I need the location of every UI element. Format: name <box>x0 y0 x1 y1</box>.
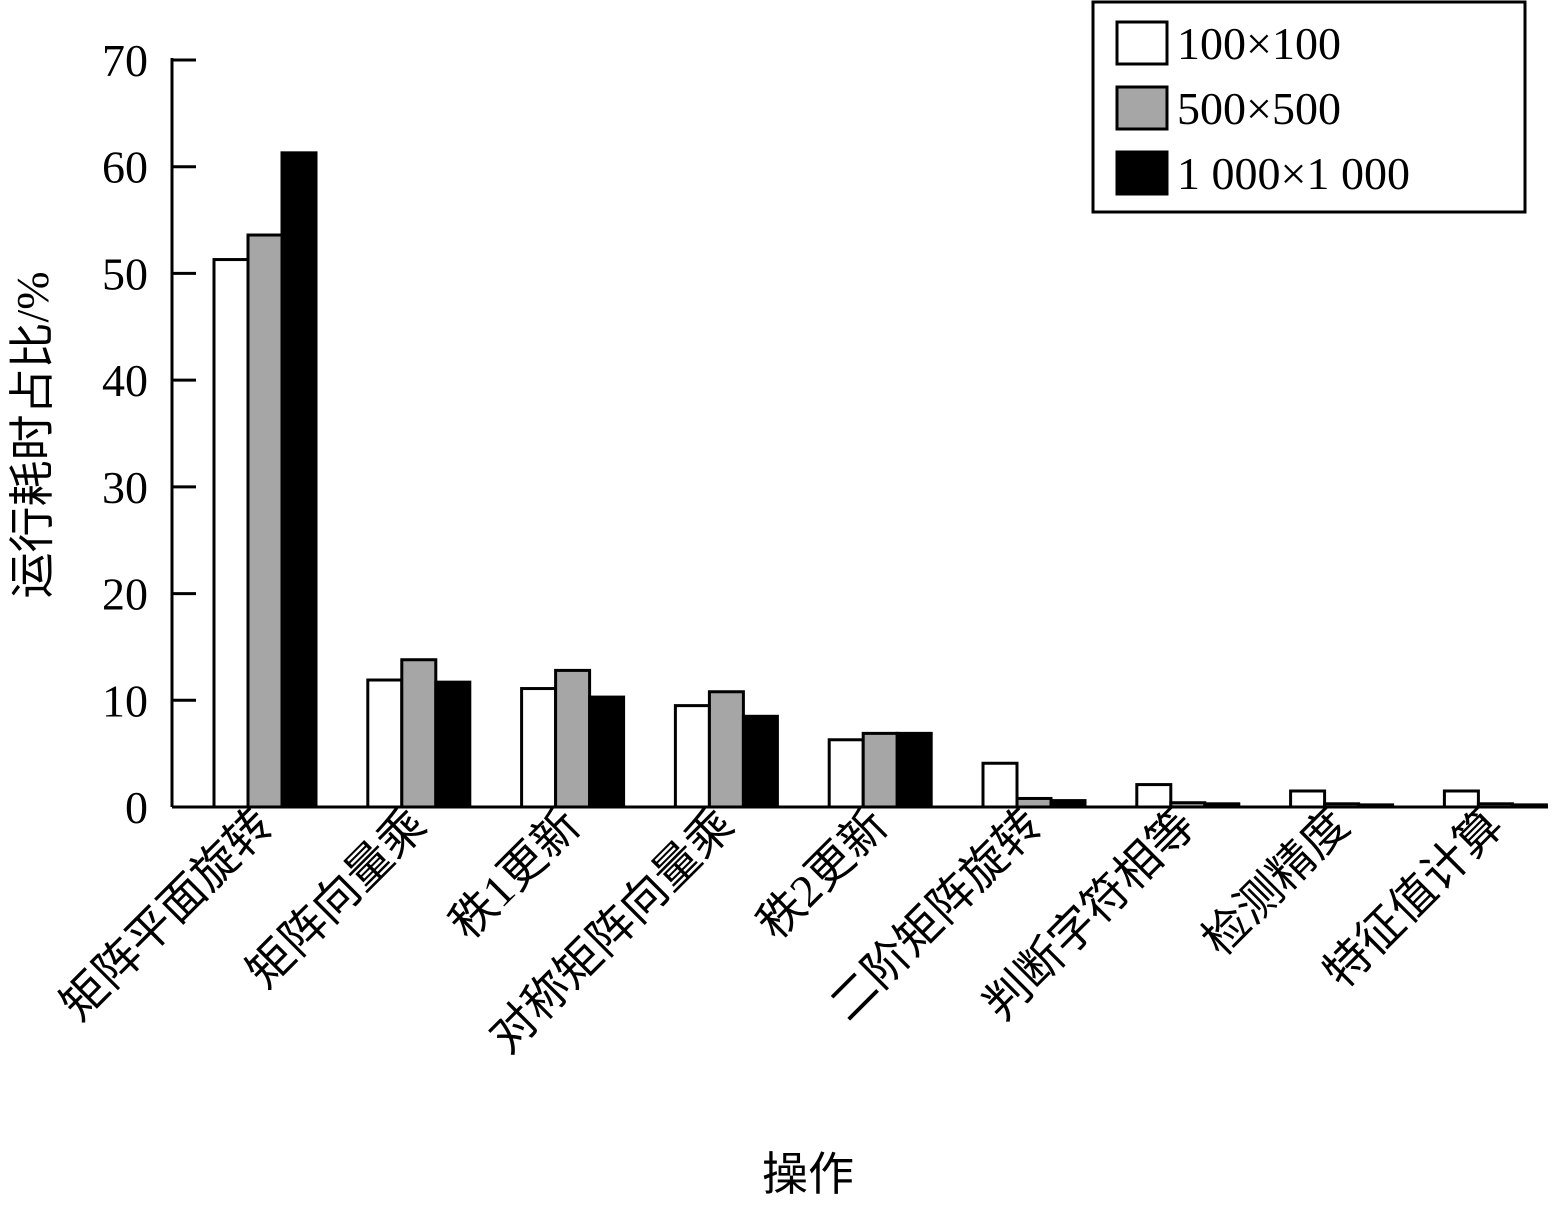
y-ticks-group: 0 10 20 30 40 50 60 70 <box>102 35 196 833</box>
bar-3-3 <box>588 695 626 809</box>
bar-3-4 <box>741 714 779 809</box>
y-axis-title: 运行耗时占比/% <box>7 271 58 598</box>
bar-1-2 <box>366 678 404 809</box>
y-tick-label: 60 <box>102 142 148 193</box>
y-tick-label: 0 <box>125 782 148 833</box>
bar-1-1 <box>212 258 250 809</box>
legend-swatch <box>1115 150 1169 196</box>
bar-3-2 <box>434 680 472 809</box>
bar-2-3 <box>554 668 592 809</box>
x-category-label: 秩1更新 <box>440 799 590 949</box>
bars-group <box>212 151 1548 809</box>
y-tick-label: 30 <box>102 462 148 513</box>
bar-1-6 <box>981 761 1019 809</box>
y-tick-label: 70 <box>102 35 148 86</box>
x-category-label: 矩阵平面旋转 <box>51 799 282 1030</box>
bar-3-5 <box>895 731 933 809</box>
legend-label: 1 000×1 000 <box>1177 148 1410 199</box>
bar-2-2 <box>400 658 438 809</box>
bar-2-1 <box>246 233 284 809</box>
legend-label: 100×100 <box>1177 18 1341 69</box>
bar-2-4 <box>707 690 745 809</box>
legend-label: 500×500 <box>1177 83 1341 134</box>
axes-group <box>170 58 1548 809</box>
y-tick-label: 50 <box>102 248 148 299</box>
y-tick-label: 10 <box>102 675 148 726</box>
bar-1-4 <box>673 704 711 809</box>
bar-3-1 <box>280 151 318 809</box>
x-category-label: 秩2更新 <box>747 799 897 949</box>
bar-2-5 <box>861 731 899 809</box>
y-tick-label: 20 <box>102 569 148 620</box>
legend-swatch <box>1115 20 1169 66</box>
x-category-label: 检测精度 <box>1193 799 1359 965</box>
legend: 100×100 500×500 1 000×1 000 <box>1091 0 1527 214</box>
x-axis-title: 操作 <box>762 1149 854 1200</box>
y-tick-label: 40 <box>102 355 148 406</box>
legend-swatch <box>1115 85 1169 131</box>
bar-1-3 <box>520 687 558 809</box>
bar-1-5 <box>827 738 865 809</box>
